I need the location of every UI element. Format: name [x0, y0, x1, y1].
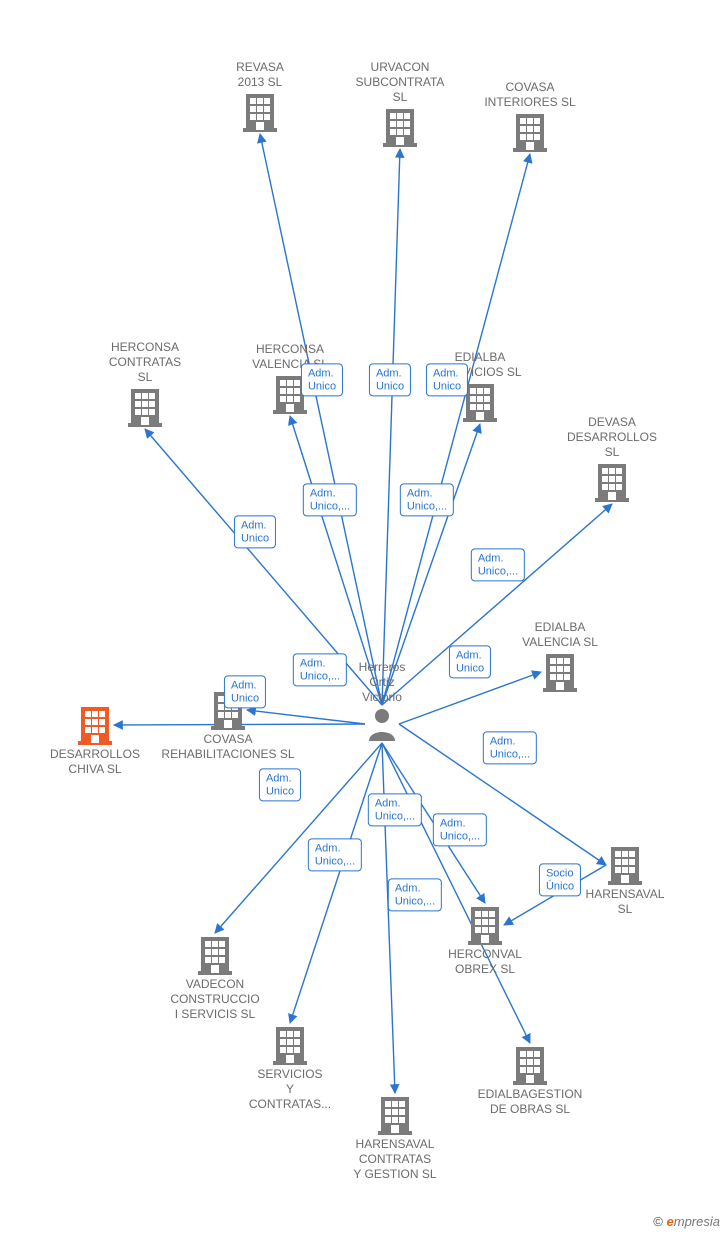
edge-line: [382, 743, 395, 1093]
edge-line: [290, 416, 382, 705]
brand-logo-e: e: [667, 1214, 674, 1229]
edge-line: [399, 724, 606, 865]
edge-line: [382, 743, 530, 1043]
edge-line: [382, 743, 485, 903]
diagram-canvas: [0, 0, 728, 1235]
edge-line: [215, 743, 382, 933]
copyright-symbol: ©: [653, 1214, 663, 1229]
edge-line: [114, 724, 365, 725]
edge-line: [290, 743, 382, 1023]
edge-line: [247, 710, 365, 724]
footer-copyright: © empresia: [653, 1214, 720, 1229]
edge-line: [260, 134, 382, 705]
edge-line: [145, 429, 382, 705]
edge-line: [504, 865, 606, 925]
edge-line: [382, 149, 400, 705]
brand-logo-rest: mpresia: [674, 1214, 720, 1229]
edge-line: [382, 154, 530, 705]
edge-line: [399, 672, 541, 724]
